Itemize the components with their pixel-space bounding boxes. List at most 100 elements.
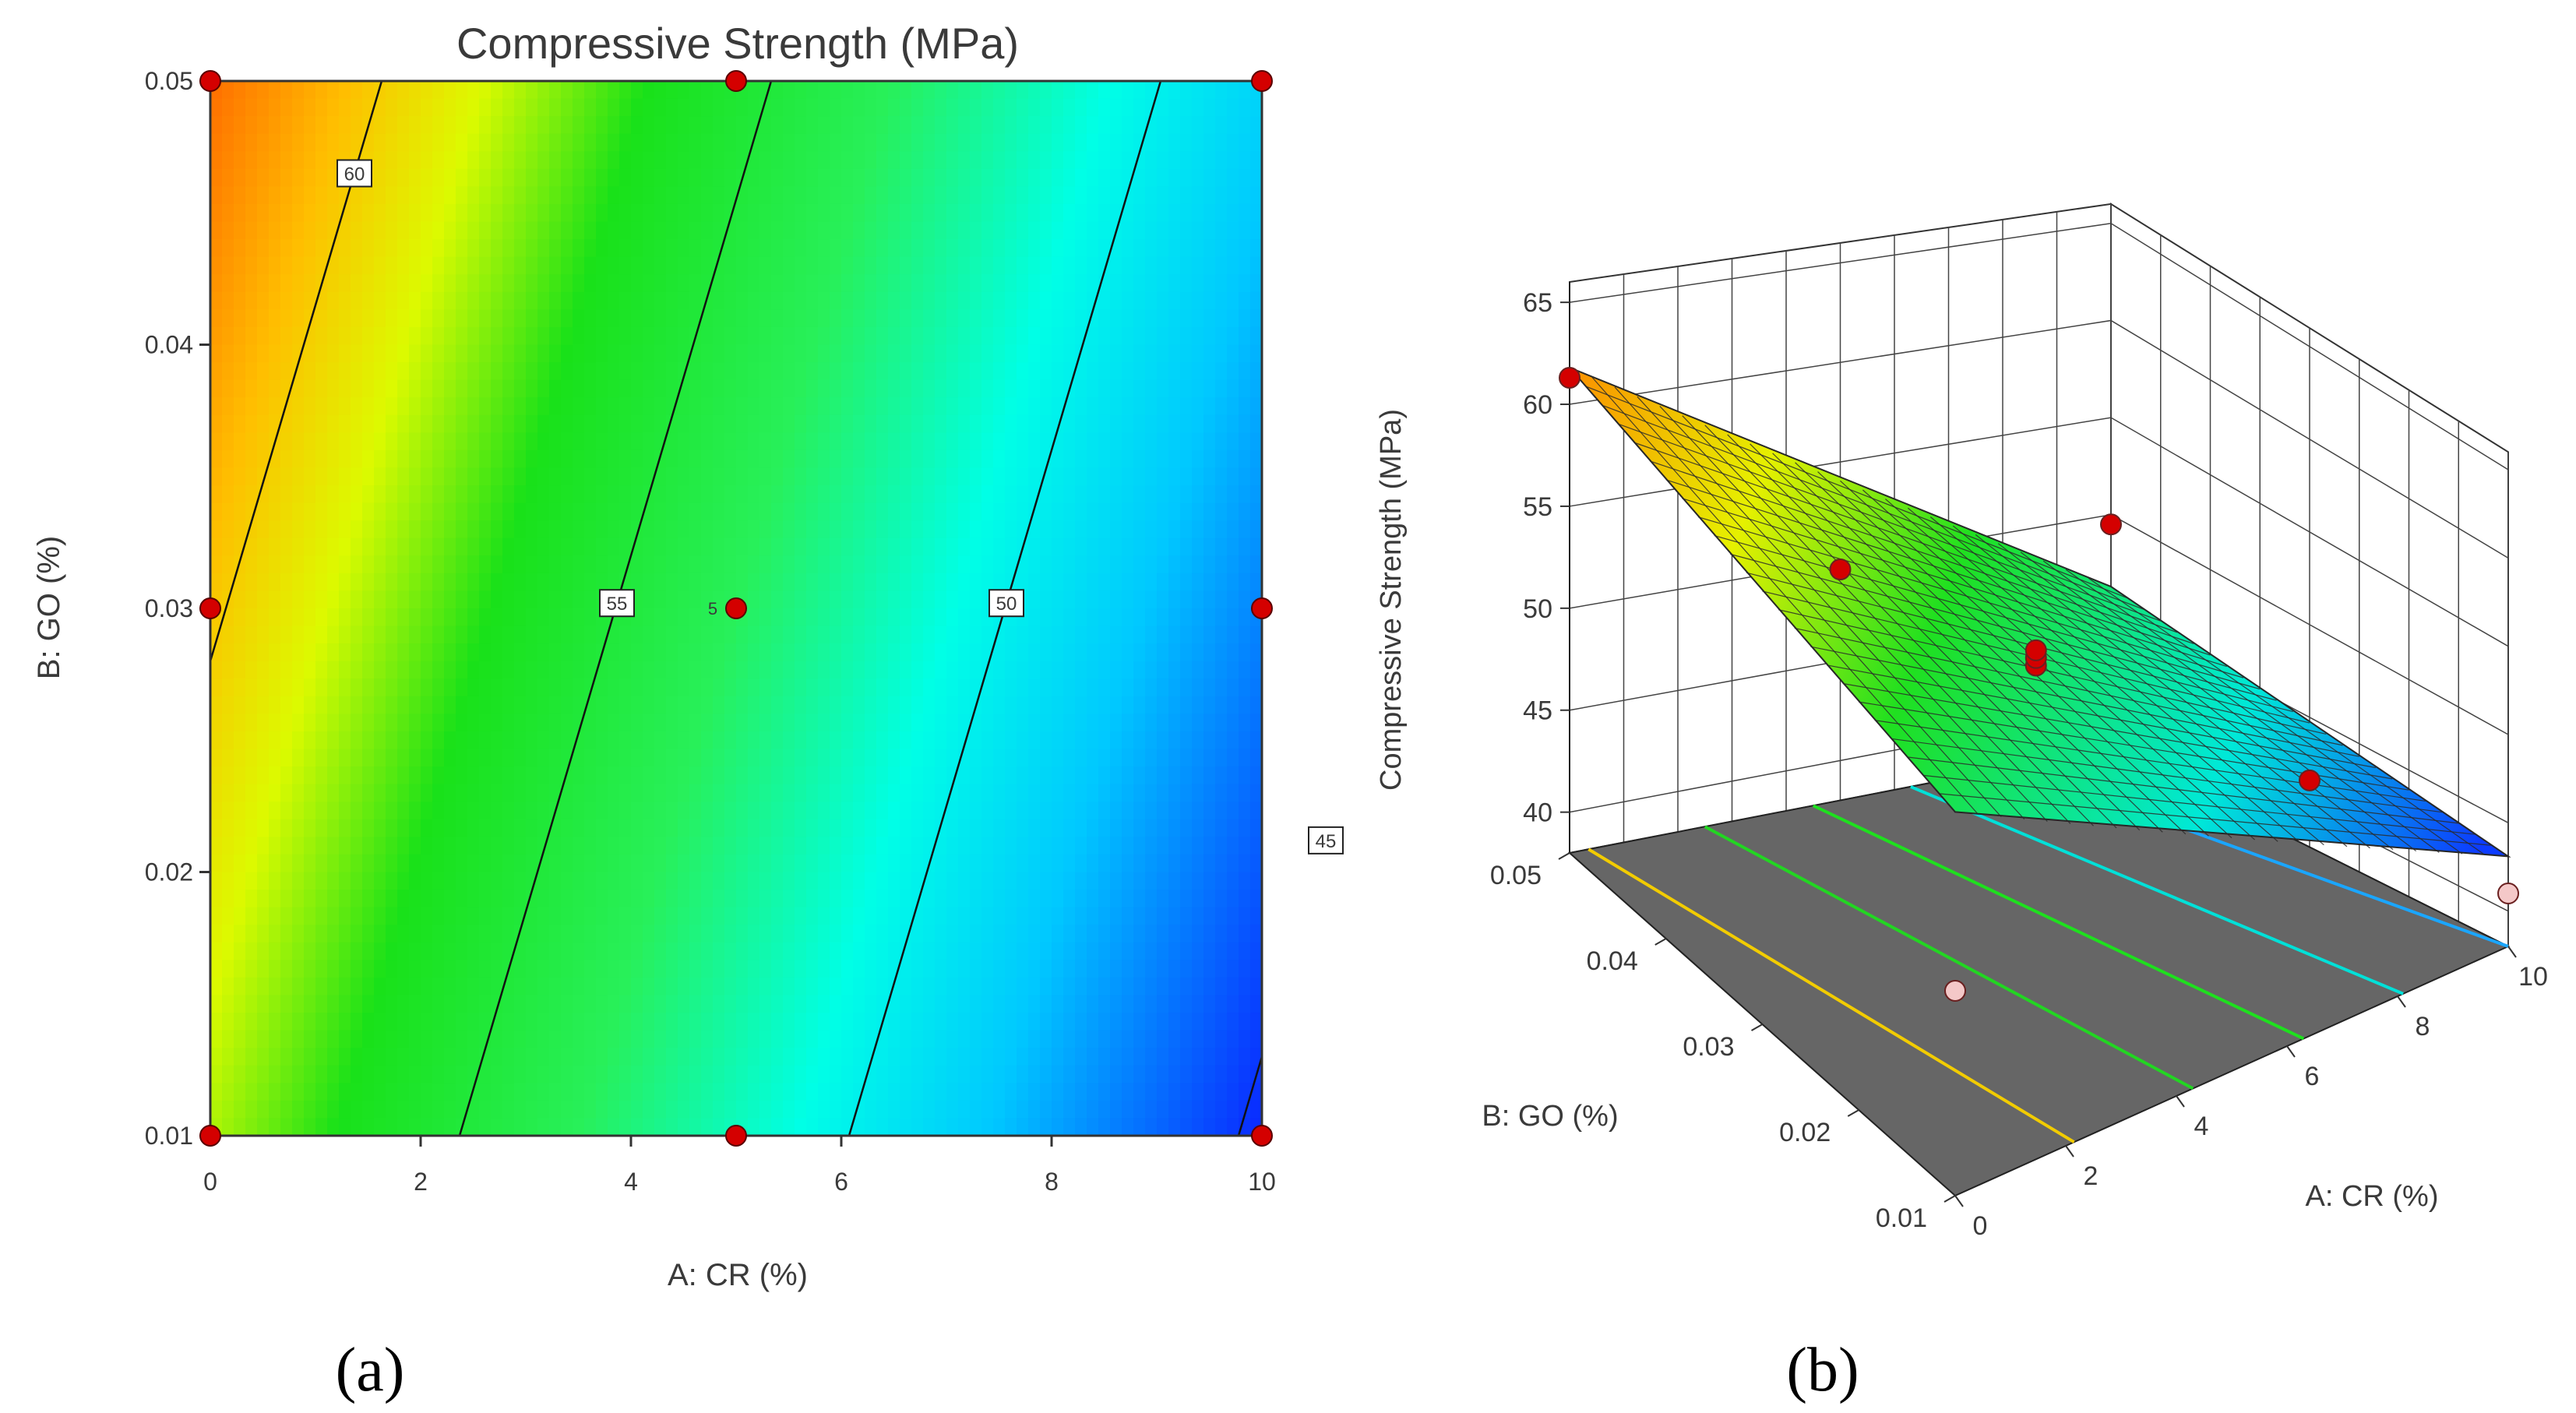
heat-cell [280,661,293,680]
heat-cell [631,1013,643,1031]
heat-cell [1168,485,1181,504]
heat-cell [935,344,947,363]
heat-cell [946,168,959,188]
heat-cell [993,784,1006,803]
heat-cell [736,344,749,363]
heat-cell [537,239,550,258]
heat-cell [362,890,375,908]
heat-cell [245,168,258,188]
heat-cell [421,485,433,504]
heat-cell [502,116,515,135]
heat-cell [1075,239,1087,258]
heat-cell [245,239,258,258]
heat-cell [1075,766,1087,785]
heat-cell [584,362,597,381]
heat-cell [351,221,363,240]
heat-cell [444,168,456,188]
heat-cell [304,98,316,117]
heat-cell [304,274,316,293]
heat-cell [526,714,538,732]
heat-cell [806,590,819,609]
heat-cell [1052,98,1064,117]
heat-cell [444,854,456,873]
heat-cell [421,379,433,398]
heat-cell [362,872,375,890]
heat-cell [1017,766,1029,785]
heat-cell [327,608,340,627]
heat-cell [759,309,772,328]
heat-cell [1063,819,1076,838]
heat-cell [970,98,982,117]
heat-cell [1075,116,1087,135]
heat-cell [304,1030,316,1048]
heat-cell [257,1065,270,1084]
heat-cell [935,766,947,785]
heat-cell [573,1065,585,1084]
heat-cell [935,643,947,662]
heat-cell [561,432,573,451]
heat-cell [830,766,842,785]
heat-cell [830,221,842,240]
heat-cell [479,1030,492,1048]
heat-cell [678,1118,690,1136]
heat-cell [397,661,410,680]
heat-cell [818,186,830,205]
heat-cell [339,995,351,1013]
heat-cell [818,749,830,767]
heat-cell [643,925,655,943]
heat-cell [280,837,293,855]
heat-cell [1168,837,1181,855]
heat-cell [1110,1030,1122,1048]
heat-cell [397,731,410,750]
heat-cell [888,995,900,1013]
heat-cell [222,221,234,240]
heat-cell [736,133,749,153]
heat-cell [771,81,784,100]
heat-cell [1028,1100,1041,1119]
heat-cell [526,151,538,170]
heat-cell [876,819,889,838]
heat-cell [1040,1013,1052,1031]
heat-cell [1087,766,1099,785]
heat-cell [549,749,562,767]
heat-cell [1145,81,1158,100]
heat-cell [234,151,246,170]
heat-cell [397,995,410,1013]
heat-cell [865,907,877,925]
heat-cell [1017,731,1029,750]
heat-cell [806,362,819,381]
heat-cell [970,573,982,592]
heat-cell [724,1013,737,1031]
heat-cell [1028,449,1041,469]
heat-cell [210,291,223,311]
heat-cell [479,256,492,276]
heat-cell [584,256,597,276]
heat-cell [818,555,830,574]
heat-cell [514,555,527,574]
heat-cell [830,168,842,188]
heat-cell [888,643,900,662]
heat-cell [724,819,737,838]
heat-cell [502,397,515,416]
heat-cell [245,731,258,750]
heat-cell [421,714,433,732]
heat-cell [783,239,795,258]
heat-cell [292,256,305,276]
heat-cell [234,274,246,293]
heat-cell [444,397,456,416]
heat-cell [830,573,842,592]
heat-cell [549,1100,562,1119]
heat-cell [596,802,608,820]
heat-cell [315,1013,328,1031]
heat-cell [946,362,959,381]
heat-cell [456,362,468,381]
heat-cell [795,890,807,908]
heat-cell [526,291,538,311]
heat-cell [1017,784,1029,803]
heat-cell [315,960,328,978]
heat-cell [339,1118,351,1136]
heat-cell [537,485,550,504]
heat-cell [900,749,912,767]
heat-cell [946,1013,959,1031]
